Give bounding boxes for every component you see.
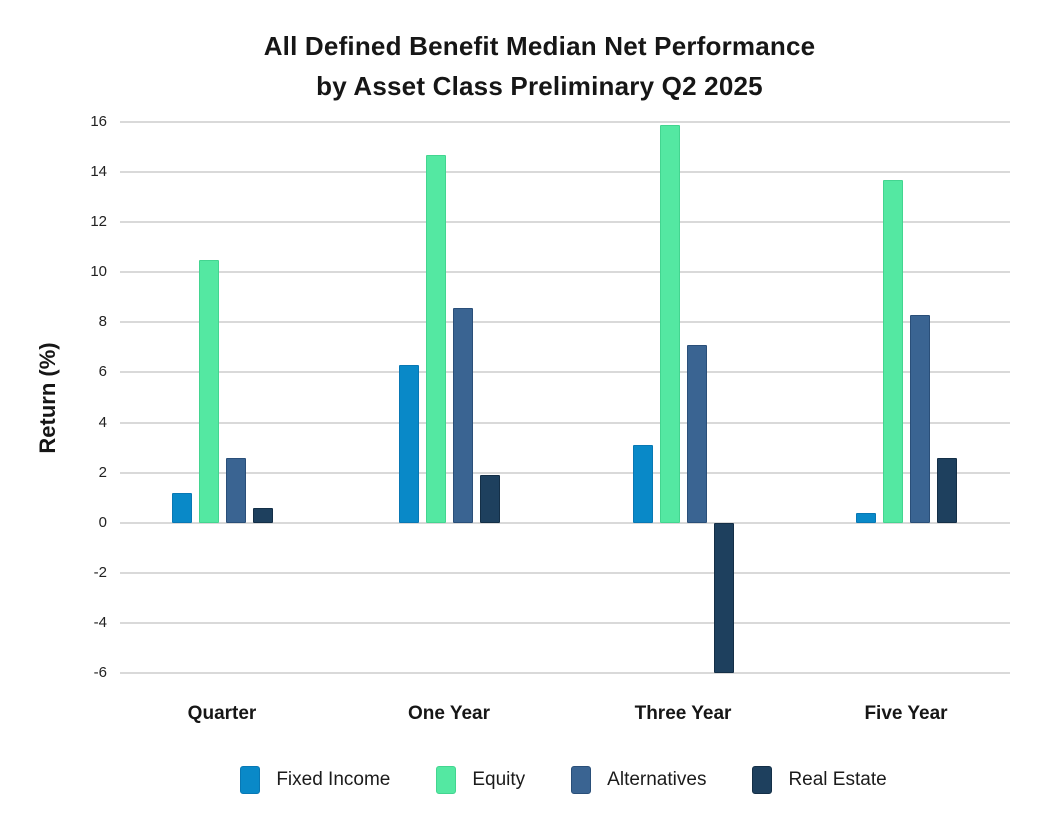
bar-real-estate-three-year (714, 523, 734, 673)
legend-item-equity: Equity (436, 766, 525, 794)
chart-title-line-1: All Defined Benefit Median Net Performan… (263, 31, 816, 61)
bar-real-estate-one-year (480, 475, 500, 523)
bar-equity-five-year (883, 180, 903, 523)
y-tick-label-0: 0 (98, 514, 107, 531)
legend-label: Fixed Income (276, 769, 391, 790)
gridline-y-10 (120, 271, 1010, 273)
gridline-y-2 (120, 472, 1010, 474)
bar-alternatives-one-year (453, 308, 473, 523)
chart-title-line-2: by Asset Class Preliminary Q2 2025 (316, 71, 763, 101)
legend-swatch-alternatives (571, 766, 592, 794)
legend-item-fixed-income: Fixed Income (240, 766, 390, 794)
bar-equity-one-year (426, 155, 446, 523)
y-tick-label-14: 14 (90, 163, 107, 180)
gridline-y--2 (120, 572, 1010, 574)
legend-item-alternatives: Alternatives (571, 766, 706, 794)
y-tick-label-8: 8 (98, 313, 107, 330)
x-axis-label-one-year: One Year (407, 703, 491, 724)
y-tick-label--6: -6 (93, 664, 107, 681)
bar-equity-quarter (199, 260, 219, 523)
x-axis-label-five-year: Five Year (864, 703, 948, 724)
gridline-y--4 (120, 622, 1010, 624)
x-axis-label-three-year: Three Year (634, 703, 732, 724)
bar-real-estate-quarter (253, 508, 273, 523)
bar-alternatives-quarter (226, 458, 246, 523)
legend-item-real-estate: Real Estate (752, 766, 887, 794)
legend: Fixed Income Equity Alternatives Real Estat… (0, 766, 1043, 794)
bar-equity-three-year (660, 125, 680, 523)
x-axis-label-quarter: Quarter (187, 703, 257, 724)
gridline-y-8 (120, 321, 1010, 323)
legend-swatch-real-estate (752, 766, 773, 794)
gridline-y-4 (120, 422, 1010, 424)
bar-fixed-income-five-year (856, 513, 876, 523)
y-tick-label-10: 10 (90, 263, 107, 280)
gridline-y--6 (120, 672, 1010, 674)
bar-alternatives-three-year (687, 345, 707, 523)
y-tick-label--4: -4 (93, 614, 107, 631)
bar-fixed-income-quarter (172, 493, 192, 523)
bar-fixed-income-three-year (633, 445, 653, 523)
legend-label: Equity (472, 769, 526, 790)
gridline-y-16 (120, 121, 1010, 123)
y-tick-label-12: 12 (90, 213, 107, 230)
bar-alternatives-five-year (910, 315, 930, 523)
gridline-y-0 (120, 522, 1010, 524)
gridline-y-12 (120, 221, 1010, 223)
legend-label: Alternatives (607, 769, 707, 790)
y-tick-label-6: 6 (98, 363, 107, 380)
bar-fixed-income-one-year (399, 365, 419, 523)
y-tick-label--2: -2 (93, 564, 107, 581)
bar-real-estate-five-year (937, 458, 957, 523)
y-tick-label-2: 2 (98, 464, 107, 481)
y-tick-label-16: 16 (90, 113, 107, 130)
legend-label: Real Estate (788, 769, 887, 790)
gridline-y-14 (120, 171, 1010, 173)
gridline-y-6 (120, 371, 1010, 373)
y-tick-label-4: 4 (98, 414, 107, 431)
legend-swatch-fixed-income (240, 766, 261, 794)
chart-title: All Defined Benefit Median Net Performan… (0, 26, 1043, 106)
legend-swatch-equity (436, 766, 457, 794)
